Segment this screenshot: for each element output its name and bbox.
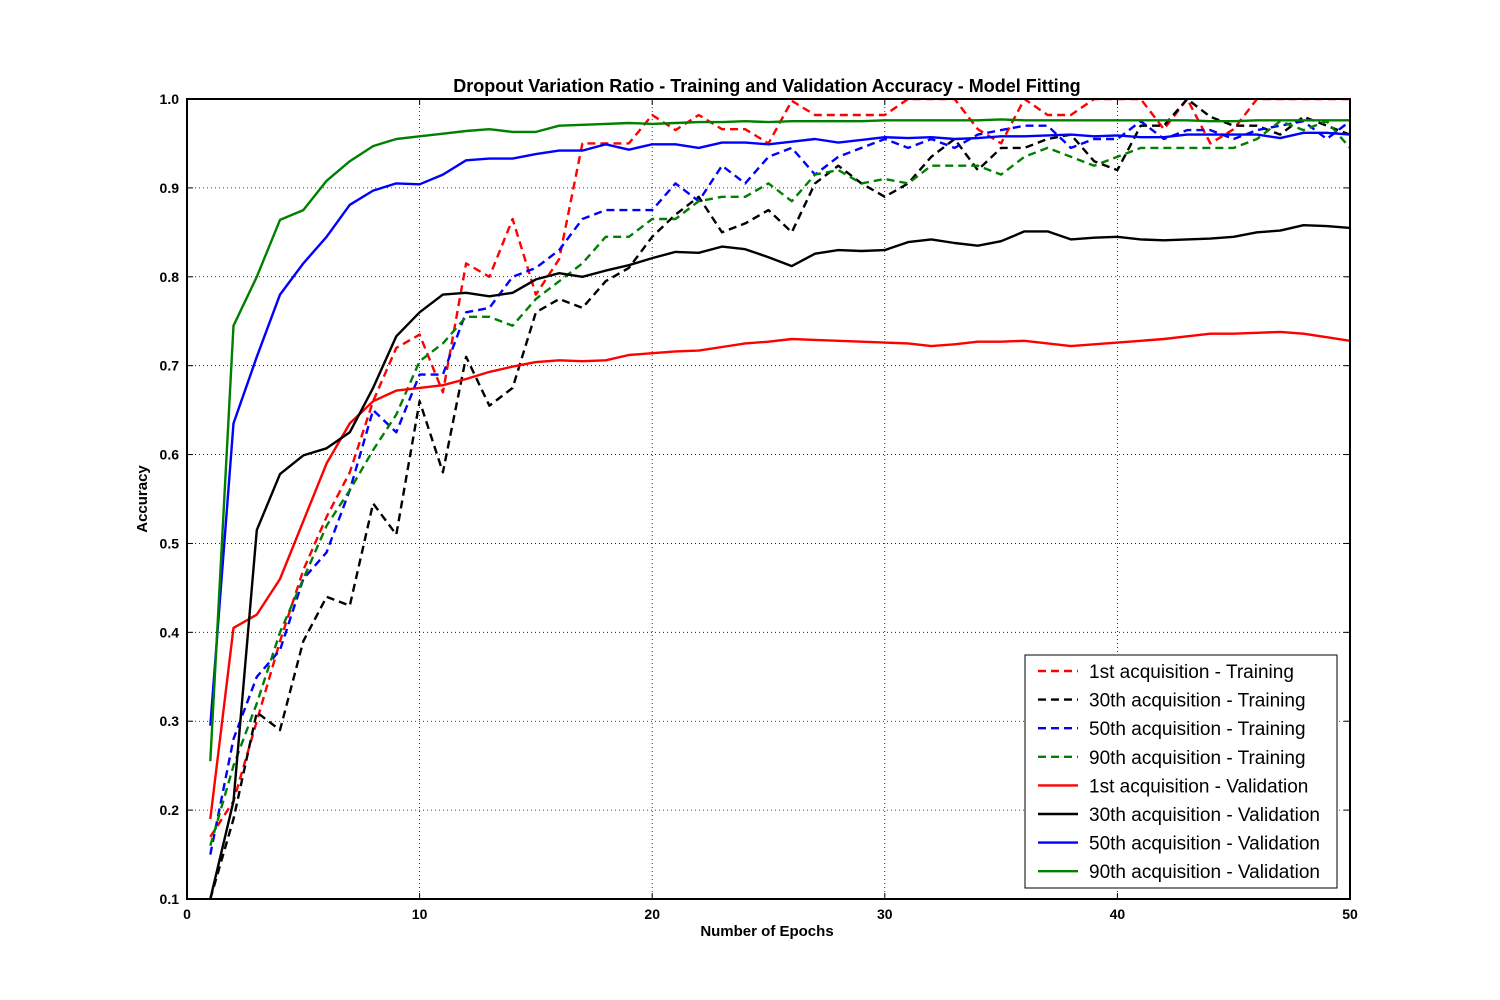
- y-tick-label: 0.6: [160, 447, 180, 463]
- y-tick-label: 0.1: [160, 891, 180, 907]
- plot-frame: [186, 98, 1351, 900]
- legend-label: 50th acquisition - Training: [1089, 719, 1306, 740]
- series-line-5: [209, 330, 1350, 820]
- legend-label: 1st acquisition - Validation: [1089, 776, 1308, 797]
- series-line-2: [209, 98, 1350, 900]
- series-line-8: [209, 118, 1350, 762]
- legend-items: 1st acquisition - Training 30th acquisiti…: [1038, 662, 1320, 883]
- series-line-7: [209, 131, 1350, 726]
- axis-ticks: 0 10 20 30 40 50 0.1 0.2 0.3 0.4 0.5 0.6 0.7 0.8 0.9 1.…: [160, 91, 1358, 922]
- x-axis-label: Number of Epochs: [700, 923, 833, 940]
- y-tick-label: 0.3: [160, 713, 180, 729]
- legend-label: 50th acquisition - Validation: [1089, 834, 1320, 855]
- legend-label: 30th acquisition - Training: [1089, 691, 1306, 712]
- y-tick-label: 0.4: [160, 624, 180, 640]
- chart-title: Dropout Variation Ratio - Training and V…: [453, 76, 1080, 96]
- grid-lines: [187, 99, 1350, 899]
- x-tick-label: 0: [183, 906, 191, 922]
- legend-label: 90th acquisition - Training: [1089, 748, 1306, 769]
- y-tick-label: 0.7: [160, 358, 180, 374]
- series-lines: [209, 98, 1350, 900]
- y-tick-label: 0.5: [160, 535, 180, 551]
- y-tick-label: 1.0: [160, 91, 180, 107]
- series-line-4: [209, 119, 1350, 847]
- x-tick-label: 20: [644, 906, 660, 922]
- legend-box: [1024, 654, 1338, 889]
- legend-label: 1st acquisition - Training: [1089, 662, 1294, 683]
- y-tick-label: 0.2: [160, 802, 180, 818]
- x-tick-label: 10: [412, 906, 428, 922]
- x-tick-label: 40: [1110, 906, 1126, 922]
- legend-label: 30th acquisition - Validation: [1089, 805, 1320, 826]
- x-tick-label: 30: [877, 906, 893, 922]
- y-tick-label: 0.8: [160, 269, 180, 285]
- y-axis-label: Accuracy: [134, 465, 151, 533]
- legend: 1st acquisition - Training 30th acquisiti…: [1024, 654, 1338, 889]
- legend-label: 90th acquisition - Validation: [1089, 862, 1320, 883]
- y-tick-label: 0.9: [160, 180, 180, 196]
- series-line-6: [209, 223, 1350, 900]
- x-tick-label: 50: [1342, 906, 1358, 922]
